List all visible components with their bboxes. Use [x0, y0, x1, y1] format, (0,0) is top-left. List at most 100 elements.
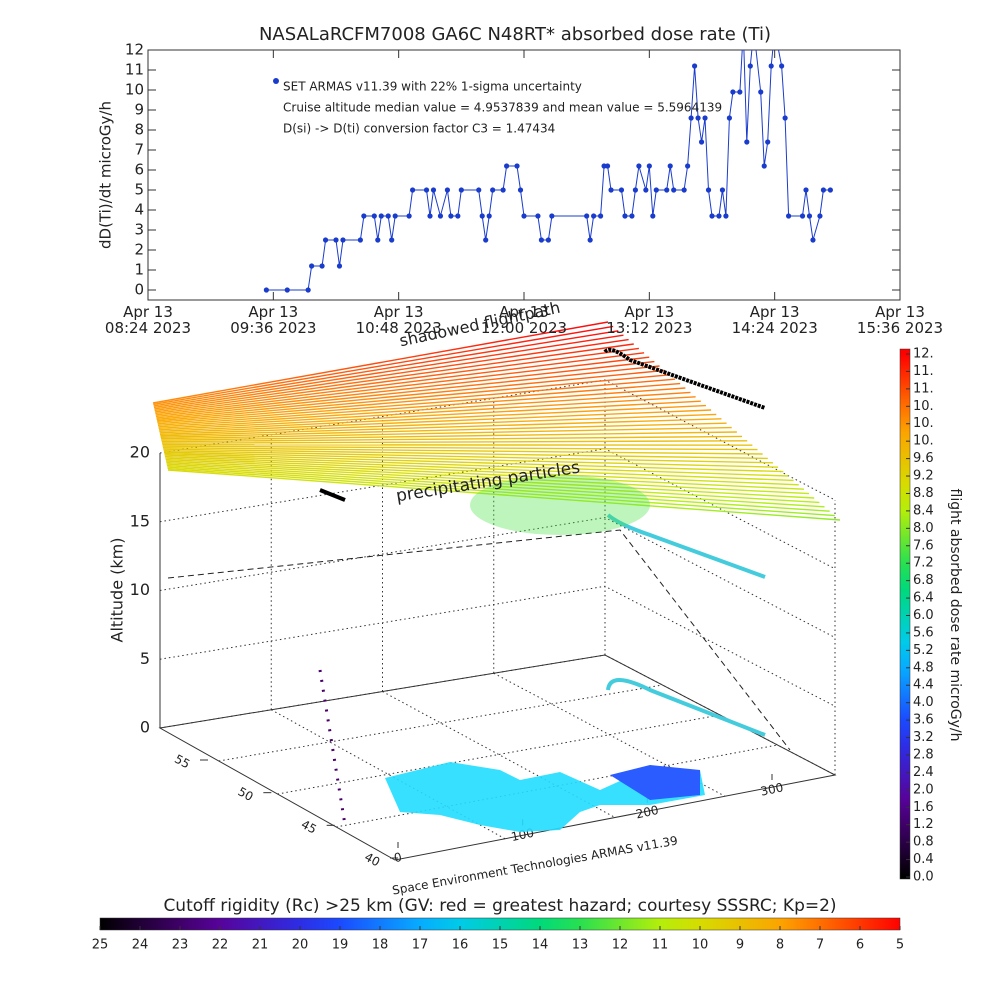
- dose-sheet-line: [161, 435, 743, 443]
- z-tick-label: 5: [140, 649, 150, 668]
- dose-sheet-line: [164, 455, 794, 482]
- data-point: [357, 237, 363, 243]
- chart-title: NASALaRCFM7008 GA6C N48RT* absorbed dose…: [259, 24, 771, 45]
- data-point: [622, 213, 628, 219]
- data-point: [322, 237, 329, 243]
- colorbar-label: Cutoff rigidity (Rc) >25 km (GV: red = g…: [163, 896, 836, 916]
- floor-grid: [277, 714, 721, 795]
- dose-sheet-line: [154, 347, 640, 413]
- dose-sheet-line: [158, 396, 696, 430]
- data-point: [423, 187, 430, 193]
- data-point: [604, 163, 611, 169]
- y-tick-label: 45: [299, 817, 319, 837]
- colorbar-tick-label: 20: [292, 938, 309, 953]
- data-point: [827, 187, 833, 193]
- data-point: [646, 163, 652, 169]
- colorbar-tick-label: 25: [92, 938, 109, 953]
- series-line: [266, 50, 831, 291]
- dose-sheet-line: [163, 449, 773, 464]
- y-tick-label: 40: [362, 850, 382, 870]
- y-tick-label: 3: [134, 221, 144, 239]
- data-point: [685, 163, 691, 169]
- y-tick-label: 10: [125, 81, 144, 99]
- colorbar-tick-label: 10.: [913, 434, 934, 449]
- projection-line: [167, 529, 791, 751]
- colorbar-tick-label: 22: [212, 938, 229, 953]
- y-tick-label: 2: [134, 241, 144, 259]
- flight-track: [606, 678, 766, 737]
- colorbar-tick-label: 2.0: [913, 782, 934, 797]
- dose-sheet-line: [155, 356, 650, 416]
- data-point: [549, 213, 555, 219]
- data-point: [820, 187, 827, 193]
- y-tick-label: 50: [236, 784, 256, 804]
- data-point: [671, 187, 677, 193]
- colorbar-tick-label: 16: [452, 938, 469, 953]
- data-point: [490, 187, 496, 193]
- dose-sheet-line: [164, 454, 789, 477]
- data-point: [597, 213, 604, 219]
- data-point: [535, 213, 541, 219]
- dose-sheet-line: [157, 382, 681, 425]
- flight-track: [606, 513, 766, 579]
- data-point: [806, 213, 813, 219]
- y-tick-label: 8: [134, 121, 144, 139]
- z-tick-label: 20: [130, 443, 150, 462]
- data-point: [458, 187, 464, 193]
- dose-sheet-line: [165, 458, 804, 490]
- dose-sheet-line: [161, 431, 737, 441]
- colorbar-tick-label: 3.2: [913, 730, 934, 745]
- data-point: [284, 287, 290, 293]
- data-point: [385, 213, 391, 219]
- y-tick-label: 55: [172, 752, 192, 772]
- colorbar-tick-label: 6.0: [913, 608, 934, 623]
- data-point: [514, 163, 520, 169]
- dose-sheet-line: [164, 452, 784, 473]
- x-tick-label: Apr 13 08:24 2023: [104, 303, 192, 337]
- legend-marker: [273, 78, 279, 84]
- colorbar-tick-label: 11.: [913, 364, 934, 379]
- colorbar-tick-label: 5.2: [913, 643, 934, 658]
- x-tick-label: 200: [635, 803, 660, 821]
- dose-sheet-line: [160, 426, 732, 440]
- y-tick-label: 6: [134, 161, 144, 179]
- high-rigidity-zone: [470, 475, 650, 535]
- colorbar-tick-label: 15: [492, 938, 509, 953]
- dose-sheet-line: [153, 330, 619, 407]
- data-point: [305, 287, 311, 293]
- data-point: [538, 237, 545, 243]
- data-point: [803, 187, 809, 193]
- dose-sheet-line: [158, 391, 691, 428]
- flight-track: [318, 669, 347, 826]
- data-point: [785, 213, 792, 219]
- colorbar: [899, 348, 911, 880]
- dose-sheet-line: [160, 418, 722, 437]
- colorbar-tick-label: 9.2: [913, 469, 934, 484]
- data-point: [782, 115, 788, 121]
- data-point: [584, 213, 590, 219]
- dose-sheet-line: [155, 352, 645, 415]
- colorbar-tick-label: 1.6: [913, 800, 934, 815]
- data-point: [730, 89, 736, 95]
- data-point: [479, 213, 485, 219]
- colorbar-tick-label: 21: [252, 938, 269, 953]
- colorbar-tick-label: 5.6: [913, 625, 934, 640]
- data-point: [702, 115, 708, 121]
- dose-sheet-line: [159, 404, 706, 432]
- data-point: [709, 213, 715, 219]
- grid-line: [159, 585, 836, 707]
- data-point: [500, 187, 506, 193]
- y-tick-label: 11: [125, 61, 144, 79]
- grid-line: [159, 516, 836, 638]
- dose-sheet-line: [156, 374, 670, 422]
- data-point: [545, 237, 551, 243]
- dose-sheet-line: [162, 445, 758, 451]
- data-point: [591, 213, 597, 219]
- data-point: [629, 213, 635, 219]
- colorbar-tick-label: 9: [736, 938, 744, 953]
- colorbar-tick-label: 13: [572, 938, 589, 953]
- colorbar-tick-label: 0.8: [913, 835, 934, 850]
- dose-sheet-line: [156, 365, 660, 419]
- colorbar-tick-label: 6: [856, 938, 864, 953]
